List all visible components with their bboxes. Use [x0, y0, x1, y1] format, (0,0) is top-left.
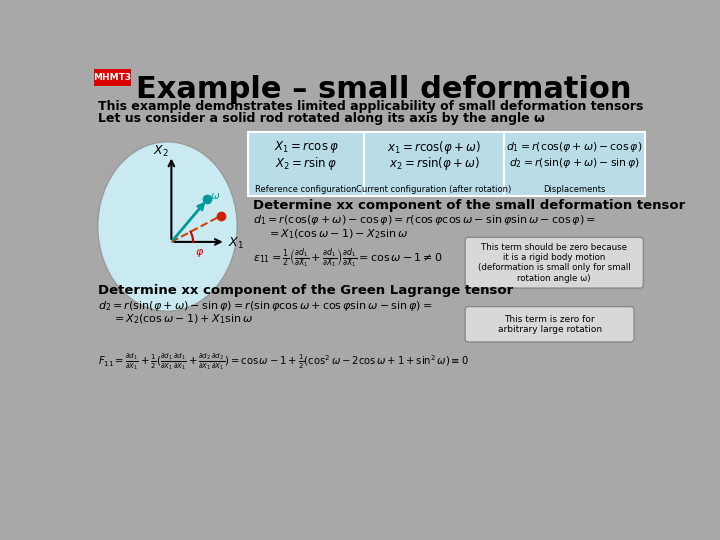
- Text: $d_1 = r(\cos(\varphi+\omega)-\cos\varphi) = r(\cos\varphi\cos\omega - \sin\varp: $d_1 = r(\cos(\varphi+\omega)-\cos\varph…: [253, 213, 595, 227]
- Text: $= X_1(\cos\omega - 1) - X_2\sin\omega$: $= X_1(\cos\omega - 1) - X_2\sin\omega$: [266, 227, 408, 241]
- Text: $= X_2(\cos\omega - 1) + X_1\sin\omega$: $= X_2(\cos\omega - 1) + X_1\sin\omega$: [112, 313, 253, 327]
- Text: $X_2$: $X_2$: [153, 144, 168, 159]
- Text: Reference configuration: Reference configuration: [256, 185, 357, 194]
- Text: $X_1$: $X_1$: [228, 236, 244, 251]
- FancyBboxPatch shape: [94, 69, 131, 85]
- Text: This example demonstrates limited applicability of small deformation tensors: This example demonstrates limited applic…: [98, 100, 643, 113]
- FancyBboxPatch shape: [465, 237, 644, 288]
- FancyBboxPatch shape: [364, 132, 504, 197]
- Text: $d_1 = r(\cos(\varphi+\omega)-\cos\varphi)$: $d_1 = r(\cos(\varphi+\omega)-\cos\varph…: [506, 140, 642, 154]
- Text: MHMT3: MHMT3: [94, 73, 132, 83]
- Text: Example – small deformation: Example – small deformation: [137, 75, 632, 104]
- Text: $x_2 = r\sin(\varphi+\omega)$: $x_2 = r\sin(\varphi+\omega)$: [389, 155, 480, 172]
- Text: $\varphi$: $\varphi$: [194, 247, 204, 259]
- Text: $X_1 = r\cos\varphi$: $X_1 = r\cos\varphi$: [274, 139, 338, 155]
- Text: Displacements: Displacements: [543, 185, 606, 194]
- Text: Determine xx component of the small deformation tensor: Determine xx component of the small defo…: [253, 199, 685, 212]
- Ellipse shape: [98, 142, 238, 311]
- Text: This term is zero for
arbitrary large rotation: This term is zero for arbitrary large ro…: [498, 315, 602, 334]
- Text: $d_2 = r(\sin(\varphi+\omega)-\sin\varphi)$: $d_2 = r(\sin(\varphi+\omega)-\sin\varph…: [509, 157, 640, 170]
- Text: Current configuration (after rotation): Current configuration (after rotation): [356, 185, 512, 194]
- Text: $x_1 = r\cos(\varphi+\omega)$: $x_1 = r\cos(\varphi+\omega)$: [387, 139, 481, 156]
- Text: $X_2 = r\sin\varphi$: $X_2 = r\sin\varphi$: [275, 155, 337, 172]
- Text: $F_{11} = \frac{\partial d_1}{\partial X_1} + \frac{1}{2}(\frac{\partial d_1}{\p: $F_{11} = \frac{\partial d_1}{\partial X…: [98, 351, 469, 372]
- Text: This term should be zero because
it is a rigid body motion
(deformation is small: This term should be zero because it is a…: [478, 242, 631, 283]
- FancyBboxPatch shape: [465, 307, 634, 342]
- FancyBboxPatch shape: [248, 132, 364, 197]
- Text: $d_2 = r(\sin(\varphi+\omega)-\sin\varphi) = r(\sin\varphi\cos\omega + \cos\varp: $d_2 = r(\sin(\varphi+\omega)-\sin\varph…: [98, 299, 432, 313]
- FancyBboxPatch shape: [504, 132, 645, 197]
- Text: Determine xx component of the Green Lagrange tensor: Determine xx component of the Green Lagr…: [98, 284, 513, 297]
- Text: Let us consider a solid rod rotated along its axis by the angle ω: Let us consider a solid rod rotated alon…: [98, 112, 544, 125]
- Text: $\varepsilon_{11} = \frac{1}{2}\left(\frac{\partial d_1}{\partial X_1} + \frac{\: $\varepsilon_{11} = \frac{1}{2}\left(\fr…: [253, 247, 443, 271]
- Text: $\omega$: $\omega$: [210, 191, 220, 200]
